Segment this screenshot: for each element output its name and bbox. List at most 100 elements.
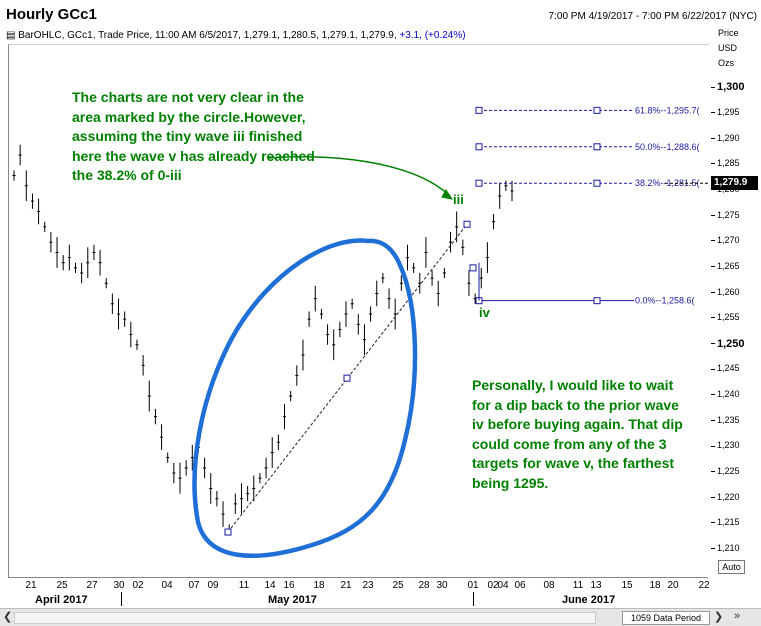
x-tick-label: 11 bbox=[572, 580, 584, 591]
y-tick-text: 1,245 bbox=[717, 363, 740, 374]
fib-anchor-left bbox=[475, 179, 483, 187]
y-tick-text: 1,275 bbox=[717, 209, 740, 220]
x-tick-label: 06 bbox=[514, 580, 526, 591]
fib-anchor-left bbox=[475, 143, 483, 151]
y-tick-mark bbox=[711, 445, 715, 447]
y-tick-label: 1,235 bbox=[711, 415, 740, 425]
y-tick-mark bbox=[711, 317, 715, 319]
x-tick-label: 23 bbox=[362, 580, 374, 591]
y-tick-label: 1,230 bbox=[711, 440, 740, 450]
y-tick-text: 1,290 bbox=[717, 132, 740, 143]
scroll-end-icon[interactable]: » bbox=[734, 610, 741, 622]
x-tick-label: 27 bbox=[86, 580, 98, 591]
x-tick-label: 20 bbox=[667, 580, 679, 591]
wave-label-iv: iv bbox=[479, 305, 490, 320]
x-tick-label: 30 bbox=[113, 580, 125, 591]
y-tick-label: 1,220 bbox=[711, 492, 740, 502]
y-tick-mark bbox=[711, 291, 715, 293]
x-tick-label: 25 bbox=[392, 580, 404, 591]
x-tick-label: 07 bbox=[188, 580, 200, 591]
x-tick-label: 18 bbox=[649, 580, 661, 591]
scroll-right-icon[interactable]: ❯ bbox=[714, 611, 724, 623]
y-tick-mark bbox=[711, 112, 715, 114]
scrollbar-thumb[interactable] bbox=[14, 612, 596, 624]
annotation-arrowhead bbox=[441, 189, 454, 200]
horizontal-scrollbar[interactable]: ❮ 1059 Data Period ❯ » bbox=[0, 608, 761, 626]
month-separator bbox=[473, 592, 474, 606]
y-tick-label: 1,245 bbox=[711, 363, 740, 373]
x-month-label: June 2017 bbox=[562, 594, 616, 606]
legend-values: 11:00 AM 6/5/2017, 1,279.1, 1,280.5, 1,2… bbox=[154, 30, 397, 41]
legend-icon: ▤ bbox=[6, 30, 16, 41]
y-tick-label: 1,225 bbox=[711, 466, 740, 476]
trendline-anchor bbox=[343, 374, 351, 382]
y-tick-mark bbox=[711, 471, 715, 473]
y-tick-label: 1,275 bbox=[711, 210, 740, 220]
legend-prefix: BarOHLC, GCc1, Trade Price, bbox=[18, 30, 153, 41]
chart-pane[interactable] bbox=[8, 44, 709, 578]
y-tick-mark bbox=[711, 86, 715, 88]
chart-title: Hourly GCc1 bbox=[6, 6, 97, 23]
scroll-left-icon[interactable]: ❮ bbox=[3, 611, 13, 623]
month-separator bbox=[121, 592, 122, 606]
y-tick-text: 1,230 bbox=[717, 440, 740, 451]
x-tick-label: 16 bbox=[283, 580, 295, 591]
y-tick-text: 1,215 bbox=[717, 517, 740, 528]
trendline-anchor bbox=[463, 220, 471, 228]
x-tick-label: 02 bbox=[132, 580, 144, 591]
y-tick-text: 1,300 bbox=[717, 81, 745, 94]
x-tick-label: 11 bbox=[238, 580, 250, 591]
y-tick-text: 1,295 bbox=[717, 106, 740, 117]
y-tick-mark bbox=[711, 137, 715, 139]
y-tick-label: 1,265 bbox=[711, 261, 740, 271]
y-tick-label: 1,285 bbox=[711, 158, 740, 168]
annotation-arrow bbox=[267, 156, 451, 197]
fib-anchor-right bbox=[593, 179, 601, 187]
data-period-count: 1059 Data Period bbox=[622, 611, 710, 625]
legend-change: +3.1, (+0.24%) bbox=[399, 30, 466, 41]
series-legend: ▤ BarOHLC, GCc1, Trade Price, 11:00 AM 6… bbox=[6, 30, 466, 41]
y-tick-text: 1,250 bbox=[717, 337, 745, 350]
x-tick-label: 22 bbox=[698, 580, 710, 591]
x-tick-label: 21 bbox=[340, 580, 352, 591]
y-tick-label: 1,300 bbox=[711, 81, 745, 93]
fib-anchor-left bbox=[475, 106, 483, 114]
y-tick-text: 1,265 bbox=[717, 260, 740, 271]
x-tick-label: 02 bbox=[487, 580, 499, 591]
fib-anchor-right bbox=[593, 106, 601, 114]
fib-level-label: 0.0%--1,258.6( bbox=[635, 296, 695, 306]
x-tick-label: 30 bbox=[436, 580, 448, 591]
x-tick-label: 01 bbox=[467, 580, 479, 591]
y-tick-label: 1,255 bbox=[711, 312, 740, 322]
axis-header-unit: Ozs bbox=[718, 58, 735, 68]
y-tick-text: 1,225 bbox=[717, 466, 740, 477]
y-tick-label: 1,260 bbox=[711, 287, 740, 297]
fib-level-label: 50.0%--1,288.6( bbox=[635, 142, 700, 152]
y-tick-text: 1,285 bbox=[717, 158, 740, 169]
y-tick-text: 1,235 bbox=[717, 414, 740, 425]
axis-header-price: Price bbox=[718, 28, 739, 38]
x-axis: 21 25 27 30 02 04 07 09 11 14 16 18 21 23 25 28 30 01 02 04… bbox=[8, 577, 710, 608]
x-month-label: May 2017 bbox=[268, 594, 317, 606]
current-price-tag: 1,279.9 bbox=[711, 176, 758, 190]
y-tick-label: 1,270 bbox=[711, 235, 740, 245]
y-tick-mark bbox=[711, 265, 715, 267]
fib-anchor-right bbox=[593, 297, 601, 305]
trendline-anchor bbox=[224, 528, 232, 536]
x-tick-label: 04 bbox=[161, 580, 173, 591]
y-tick-label: 1,240 bbox=[711, 389, 740, 399]
y-tick-text: 1,270 bbox=[717, 235, 740, 246]
y-tick-text: 1,220 bbox=[717, 491, 740, 502]
y-tick-mark bbox=[711, 394, 715, 396]
x-tick-label: 28 bbox=[418, 580, 430, 591]
y-tick-label: 1,210 bbox=[711, 543, 740, 553]
axis-header-currency: USD bbox=[718, 43, 738, 53]
x-tick-label: 04 bbox=[497, 580, 509, 591]
fib-level-label: 61.8%--1,295.7( bbox=[635, 105, 700, 115]
auto-scale-button[interactable]: Auto bbox=[718, 560, 745, 574]
x-tick-label: 09 bbox=[207, 580, 219, 591]
x-tick-label: 18 bbox=[313, 580, 325, 591]
y-tick-mark bbox=[711, 496, 715, 498]
y-tick-mark bbox=[711, 214, 715, 216]
